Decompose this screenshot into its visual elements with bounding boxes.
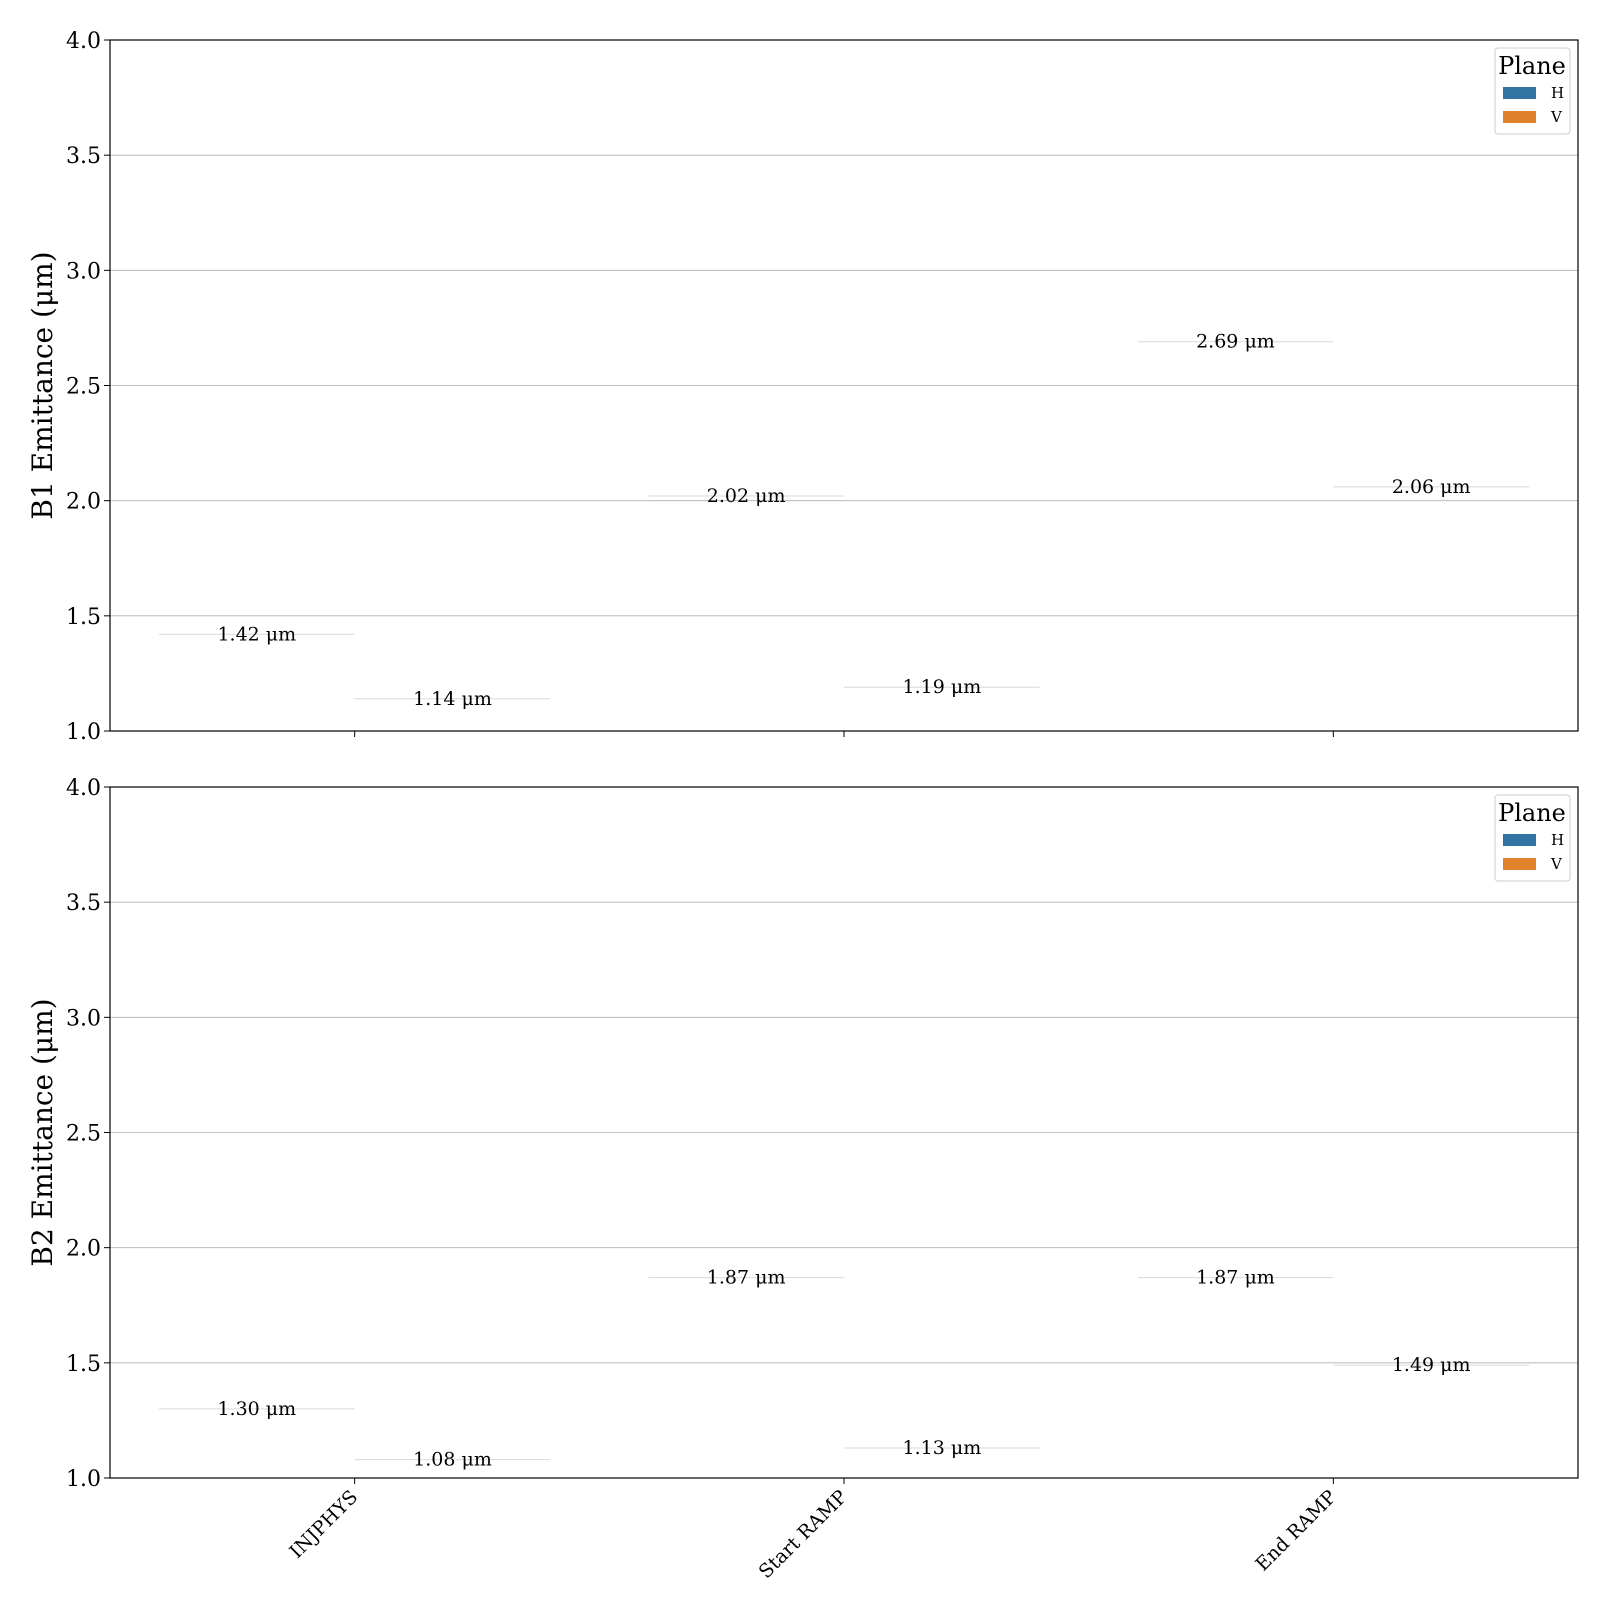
data-label: 1.13 μm — [903, 1437, 982, 1459]
y-tick-label: 3.5 — [66, 891, 101, 916]
data-label: 1.19 μm — [903, 676, 982, 698]
legend-swatch-h — [1503, 834, 1536, 846]
data-label: 1.87 μm — [1196, 1267, 1275, 1289]
legend-swatch-v — [1503, 111, 1536, 123]
y-tick-label: 1.5 — [66, 1352, 101, 1377]
y-tick-label: 3.0 — [66, 1006, 101, 1031]
y-tick-label: 2.5 — [66, 1122, 101, 1147]
legend-title: Plane — [1498, 799, 1566, 827]
legend-label-v: V — [1550, 108, 1563, 126]
y-tick-label: 2.5 — [66, 375, 101, 400]
legend: Plane HV — [1494, 47, 1571, 135]
y-tick-label: 3.0 — [66, 259, 101, 284]
legend: Plane HV — [1494, 794, 1571, 882]
data-label: 1.49 μm — [1392, 1354, 1471, 1376]
y-tick-label: 1.0 — [66, 1467, 101, 1492]
legend-swatch-v — [1503, 858, 1536, 870]
x-tick-label: INJPHYS — [285, 1486, 362, 1563]
y-tick-label: 1.0 — [66, 720, 101, 745]
chart-panel-2: 1.0 1.5 2.0 2.5 3.0 3.5 4.0 B2 Emittance (μm) IN… — [26, 776, 1579, 1583]
data-label: 1.42 μm — [217, 623, 296, 645]
y-axis-label: B2 Emittance (μm) — [26, 998, 59, 1266]
data-label: 1.08 μm — [413, 1449, 492, 1471]
legend-label-h: H — [1551, 831, 1564, 849]
legend-swatch-h — [1503, 87, 1536, 99]
y-tick-label: 2.0 — [66, 490, 101, 515]
data-label: 1.30 μm — [217, 1398, 296, 1420]
data-label: 2.06 μm — [1392, 476, 1471, 498]
chart-panel-1: 1.0 1.5 2.0 2.5 3.0 3.5 4.0 B1 Emittance (μm) 1.… — [26, 29, 1579, 745]
x-tick-label: Start RAMP — [755, 1486, 852, 1583]
data-label: 2.69 μm — [1196, 331, 1275, 353]
y-axis-label: B1 Emittance (μm) — [26, 251, 59, 519]
x-tick-label: End RAMP — [1251, 1486, 1341, 1576]
y-tick-label: 2.0 — [66, 1237, 101, 1262]
y-tick-label: 4.0 — [66, 776, 101, 801]
legend-title: Plane — [1498, 52, 1566, 80]
legend-label-v: V — [1550, 855, 1563, 873]
y-tick-label: 1.5 — [66, 605, 101, 630]
legend-label-h: H — [1551, 84, 1564, 102]
y-tick-label: 3.5 — [66, 144, 101, 169]
data-label: 2.02 μm — [707, 485, 786, 507]
y-tick-label: 4.0 — [66, 29, 101, 54]
data-label: 1.87 μm — [707, 1267, 786, 1289]
data-label: 1.14 μm — [413, 688, 492, 710]
